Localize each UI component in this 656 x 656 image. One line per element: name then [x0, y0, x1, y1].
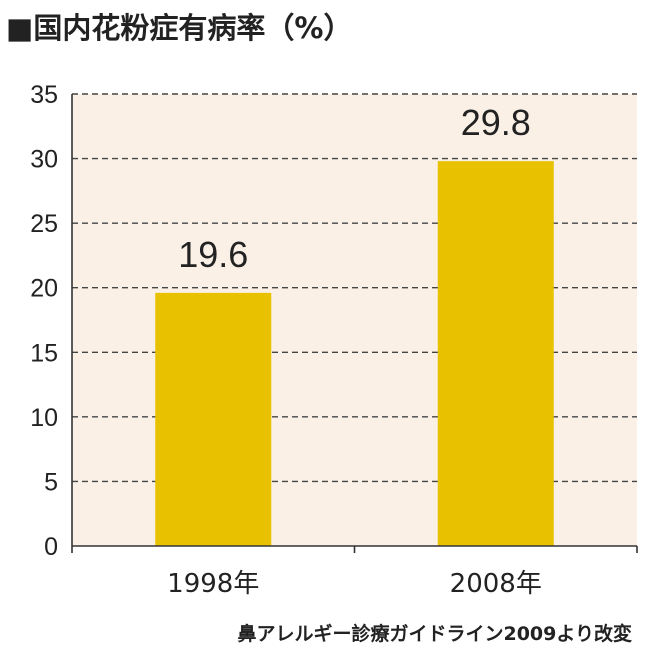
y-tick-label-10: 10	[30, 404, 58, 432]
y-tick-label-35: 35	[30, 81, 58, 109]
value-labels: 19.6 29.8	[178, 102, 531, 275]
value-label-2: 29.8	[461, 102, 531, 143]
y-tick-label-15: 15	[30, 339, 58, 367]
x-axis-labels: 1998年 2008年	[167, 569, 542, 599]
y-tick-label-5: 5	[44, 468, 58, 496]
y-axis-ticks: 0 5 10 15 20 25 30 35	[30, 81, 58, 561]
bar-2	[437, 161, 554, 546]
bar-1	[155, 292, 272, 546]
y-tick-label-0: 0	[44, 533, 58, 561]
source-note: 鼻アレルギー診療ガイドライン2009より改変	[237, 622, 632, 645]
value-label-1: 19.6	[178, 234, 248, 275]
x-axis-label-2: 2008年	[450, 569, 542, 599]
x-axis-label-1: 1998年	[167, 569, 259, 599]
chart-title: ■国内花粉症有病率（%）	[6, 11, 352, 45]
y-tick-label-25: 25	[30, 210, 58, 238]
y-tick-label-20: 20	[30, 275, 58, 303]
bars	[155, 161, 554, 546]
y-tick-label-30: 30	[30, 146, 58, 174]
axes	[71, 94, 638, 553]
